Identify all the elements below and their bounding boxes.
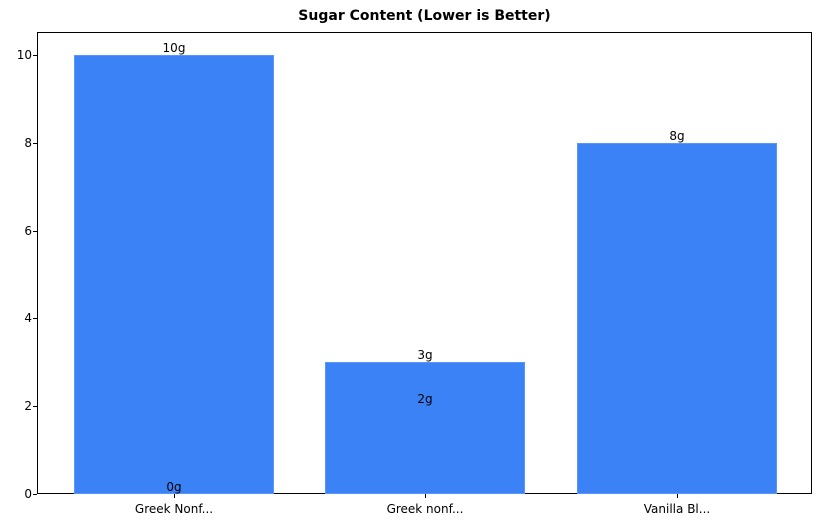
y-tick-label: 6 (24, 223, 32, 238)
annotation-label: 2g (417, 392, 433, 407)
y-tick-mark (33, 494, 37, 495)
bar-value-label: 8g (669, 128, 685, 143)
y-tick-label: 8 (24, 135, 32, 150)
x-tick-mark (677, 494, 678, 498)
bar-value-label: 10g (162, 41, 186, 55)
annotation-label: 0g (166, 480, 182, 494)
bar (74, 55, 274, 494)
y-tick-mark (33, 55, 37, 56)
x-tick-mark (425, 494, 426, 498)
y-tick-mark (33, 406, 37, 408)
bar (577, 142, 777, 494)
chart-title: Sugar Content (Lower is Better) (298, 8, 551, 24)
y-tick-mark (33, 230, 37, 232)
y-tick-mark (33, 318, 37, 320)
x-tick-label: Vanilla Bl... (643, 502, 711, 516)
y-tick-mark (33, 142, 37, 144)
x-tick-label: Greek Nonf... (134, 502, 214, 516)
bar (325, 362, 525, 494)
x-tick-mark (174, 494, 175, 498)
x-tick-label: Greek nonf... (386, 502, 464, 516)
y-tick-label: 2 (24, 399, 32, 414)
y-tick-label: 4 (24, 311, 32, 326)
y-tick-label: 10 (16, 48, 32, 62)
bar-value-label: 3g (417, 348, 433, 363)
y-tick-label: 0 (24, 487, 32, 501)
